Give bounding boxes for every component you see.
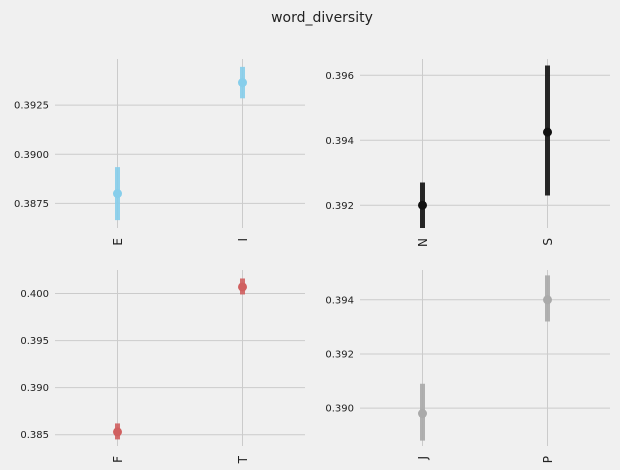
y-tick-label: 0.392: [325, 349, 354, 360]
data-point: [238, 282, 247, 292]
x-tick-label: P: [541, 456, 555, 463]
x-tick-label: N: [416, 238, 430, 247]
data-point: [543, 295, 552, 305]
subplot-4: 0.390 0.392 0.394 J P: [325, 270, 610, 463]
y-tick-label: 0.385: [20, 430, 49, 441]
y-tick-label: 0.394: [325, 295, 354, 306]
data-point: [418, 200, 427, 210]
y-tick-label: 0.392: [325, 201, 354, 212]
y-tick-label: 0.396: [325, 71, 354, 82]
subplot-1: 0.3875 0.3900 0.3925 E I: [14, 59, 305, 246]
y-tick-label: 0.3925: [14, 101, 49, 112]
y-tick-label: 0.395: [20, 336, 49, 347]
subplot-2: 0.392 0.394 0.396 N S: [325, 59, 610, 247]
data-point: [113, 189, 122, 199]
y-tick-label: 0.3900: [14, 150, 49, 161]
y-tick-label: 0.394: [325, 136, 354, 147]
x-tick-label: J: [416, 456, 430, 461]
y-tick-label: 0.390: [325, 404, 354, 415]
x-tick-label: E: [111, 238, 125, 246]
y-tick-label: 0.3875: [14, 199, 49, 210]
x-tick-label: T: [236, 455, 250, 464]
data-point: [113, 427, 122, 437]
data-point: [543, 127, 552, 137]
data-point: [418, 409, 427, 419]
x-tick-label: I: [236, 238, 250, 242]
data-point: [238, 78, 247, 88]
y-tick-label: 0.400: [20, 289, 49, 300]
y-tick-label: 0.390: [20, 383, 49, 394]
subplot-3: 0.385 0.390 0.395 0.400 F T: [20, 270, 305, 464]
x-tick-label: S: [541, 238, 555, 246]
chart-title: word_diversity: [271, 10, 373, 26]
x-tick-label: F: [111, 456, 125, 463]
